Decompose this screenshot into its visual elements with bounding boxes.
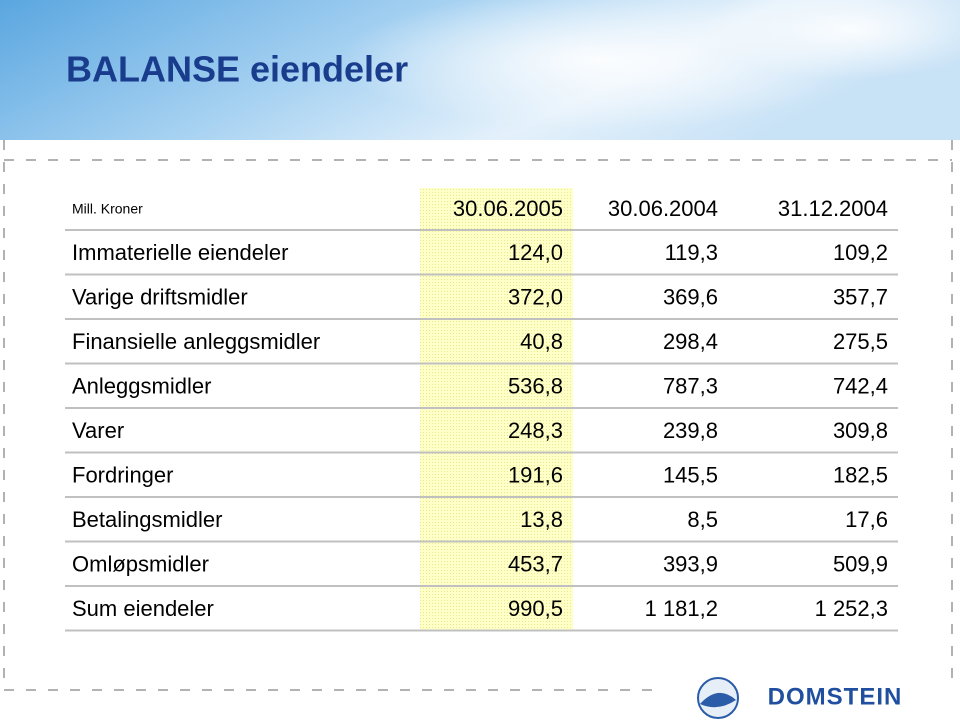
row-label: Fordringer bbox=[72, 463, 173, 488]
row-label: Anleggsmidler bbox=[72, 374, 211, 399]
cell: 248,3 bbox=[508, 418, 563, 443]
cell: 1 181,2 bbox=[645, 596, 718, 621]
cell: 990,5 bbox=[508, 596, 563, 621]
table: Mill. Kroner 30.06.2005 30.06.2004 31.12.20… bbox=[65, 196, 898, 632]
cell: 393,9 bbox=[663, 552, 718, 577]
cell: 119,3 bbox=[665, 240, 718, 265]
cell: 369,6 bbox=[663, 285, 718, 310]
column-header: 31.12.2004 bbox=[778, 196, 888, 221]
cell: 1 252,3 bbox=[815, 596, 888, 621]
row-label: Omløpsmidler bbox=[72, 552, 209, 577]
cell: 13,8 bbox=[520, 507, 563, 532]
column-header: Mill. Kroner bbox=[72, 201, 143, 217]
cell: 742,4 bbox=[833, 374, 888, 399]
column-header: 30.06.2004 bbox=[608, 196, 718, 221]
logo: DOMSTEIN bbox=[697, 677, 903, 719]
cloud bbox=[700, 0, 960, 80]
cell: 453,7 bbox=[508, 552, 563, 577]
logo-text: DOMSTEIN bbox=[768, 683, 903, 710]
cell: 182,5 bbox=[833, 463, 888, 488]
cell: 509,9 bbox=[833, 552, 888, 577]
column-header: 30.06.2005 bbox=[453, 196, 563, 221]
cell: 40,8 bbox=[520, 329, 563, 354]
row-label: Betalingsmidler bbox=[72, 507, 222, 532]
cell: 17,6 bbox=[845, 507, 888, 532]
cell: 372,0 bbox=[508, 285, 563, 310]
row-label: Varige driftsmidler bbox=[72, 285, 248, 310]
cell: 298,4 bbox=[663, 329, 718, 354]
cell: 309,8 bbox=[833, 418, 888, 443]
row-label: Sum eiendeler bbox=[72, 596, 214, 621]
cell: 536,8 bbox=[508, 374, 563, 399]
cell: 357,7 bbox=[833, 285, 888, 310]
row-label: Immaterielle eiendeler bbox=[72, 240, 288, 265]
row-label: Varer bbox=[72, 418, 124, 443]
cell: 124,0 bbox=[508, 240, 563, 265]
cell: 787,3 bbox=[663, 374, 718, 399]
cell: 191,6 bbox=[508, 463, 563, 488]
slide-frame bbox=[3, 140, 953, 691]
cell: 275,5 bbox=[833, 329, 888, 354]
title: BALANSE eiendeler bbox=[66, 49, 408, 90]
cell: 109,2 bbox=[833, 240, 888, 265]
cell: 145,5 bbox=[663, 463, 718, 488]
row-label: Finansielle anleggsmidler bbox=[72, 329, 320, 354]
cell: 8,5 bbox=[687, 507, 718, 532]
cell: 239,8 bbox=[663, 418, 718, 443]
